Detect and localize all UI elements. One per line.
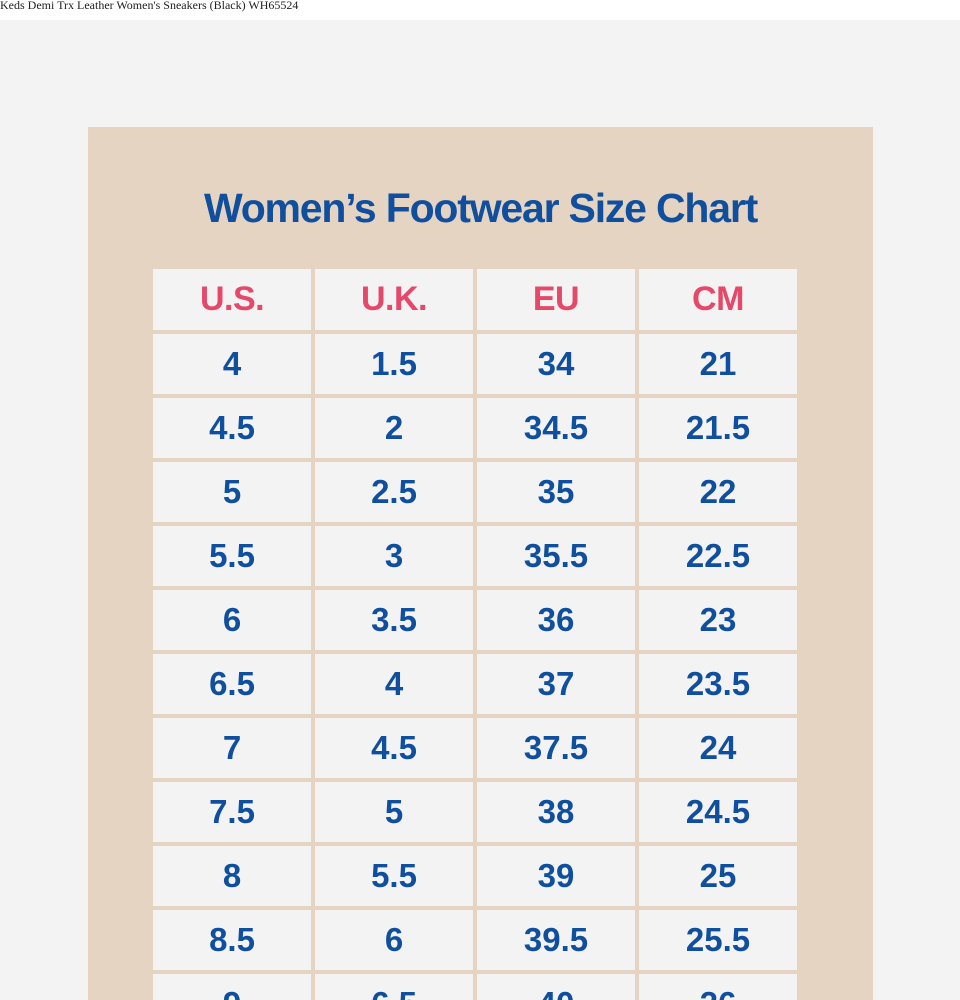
size-chart-title: Women’s Footwear Size Chart: [203, 185, 758, 231]
table-cell-us: 5.5: [153, 526, 311, 586]
table-row: 7.5 5 38 24.5: [153, 782, 797, 842]
table-row: 6 3.5 36 23: [153, 590, 797, 650]
column-header-us: U.S.: [153, 269, 311, 330]
image-viewer: Women’s Footwear Size Chart U.S. U.K. EU…: [0, 20, 960, 1000]
window-title-bar: Keds Demi Trx Leather Women's Sneakers (…: [0, 0, 960, 20]
table-cell-cm: 25.5: [639, 910, 797, 970]
table-cell-uk: 3.5: [315, 590, 473, 650]
table-cell-us: 4.5: [153, 398, 311, 458]
table-cell-uk: 6.5: [315, 974, 473, 1000]
table-cell-eu: 40: [477, 974, 635, 1000]
table-cell-us: 4: [153, 334, 311, 394]
table-cell-eu: 34: [477, 334, 635, 394]
table-cell-eu: 36: [477, 590, 635, 650]
column-header-cm: CM: [639, 269, 797, 330]
table-cell-uk: 6: [315, 910, 473, 970]
table-cell-cm: 24: [639, 718, 797, 778]
table-row: 9 6.5 40 26: [153, 974, 797, 1000]
table-cell-us: 9: [153, 974, 311, 1000]
table-row: 4 1.5 34 21: [153, 334, 797, 394]
window-title: Keds Demi Trx Leather Women's Sneakers (…: [0, 0, 299, 12]
table-cell-cm: 24.5: [639, 782, 797, 842]
table-cell-us: 6.5: [153, 654, 311, 714]
table-cell-cm: 21: [639, 334, 797, 394]
table-cell-eu: 39: [477, 846, 635, 906]
table-row: 5.5 3 35.5 22.5: [153, 526, 797, 586]
table-cell-uk: 5: [315, 782, 473, 842]
table-cell-eu: 38: [477, 782, 635, 842]
table-cell-eu: 35.5: [477, 526, 635, 586]
size-chart-card: Women’s Footwear Size Chart U.S. U.K. EU…: [88, 127, 873, 1000]
table-cell-us: 5: [153, 462, 311, 522]
table-row: 4.5 2 34.5 21.5: [153, 398, 797, 458]
table-row: 5 2.5 35 22: [153, 462, 797, 522]
table-cell-us: 7.5: [153, 782, 311, 842]
column-header-uk: U.K.: [315, 269, 473, 330]
table-cell-uk: 2: [315, 398, 473, 458]
table-cell-cm: 21.5: [639, 398, 797, 458]
size-chart-table: U.S. U.K. EU CM 4 1.5 34 21 4.5 2 34.5 2: [149, 265, 801, 1000]
table-cell-us: 8.5: [153, 910, 311, 970]
table-cell-eu: 37.5: [477, 718, 635, 778]
table-cell-cm: 22.5: [639, 526, 797, 586]
table-row: 8 5.5 39 25: [153, 846, 797, 906]
table-cell-cm: 23: [639, 590, 797, 650]
table-cell-cm: 26: [639, 974, 797, 1000]
table-cell-uk: 4: [315, 654, 473, 714]
table-row: 8.5 6 39.5 25.5: [153, 910, 797, 970]
table-cell-uk: 3: [315, 526, 473, 586]
table-cell-cm: 22: [639, 462, 797, 522]
table-cell-cm: 23.5: [639, 654, 797, 714]
table-cell-uk: 1.5: [315, 334, 473, 394]
table-cell-cm: 25: [639, 846, 797, 906]
table-cell-eu: 39.5: [477, 910, 635, 970]
table-header-row: U.S. U.K. EU CM: [153, 269, 797, 330]
table-cell-us: 7: [153, 718, 311, 778]
column-header-eu: EU: [477, 269, 635, 330]
table-cell-uk: 5.5: [315, 846, 473, 906]
table-cell-uk: 4.5: [315, 718, 473, 778]
table-cell-eu: 37: [477, 654, 635, 714]
table-row: 7 4.5 37.5 24: [153, 718, 797, 778]
table-cell-us: 8: [153, 846, 311, 906]
table-cell-eu: 34.5: [477, 398, 635, 458]
table-cell-eu: 35: [477, 462, 635, 522]
table-cell-us: 6: [153, 590, 311, 650]
table-cell-uk: 2.5: [315, 462, 473, 522]
table-row: 6.5 4 37 23.5: [153, 654, 797, 714]
